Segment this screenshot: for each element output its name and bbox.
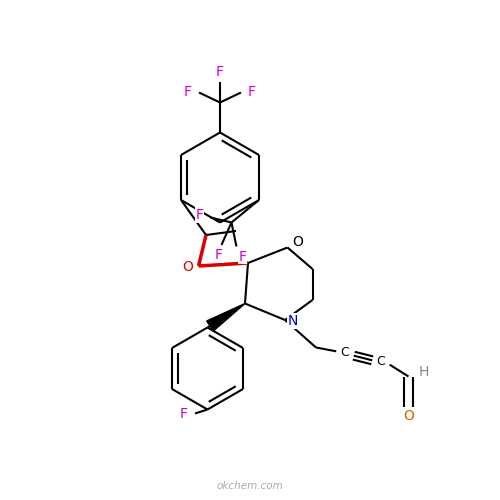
Text: F: F [180,406,188,420]
Text: C: C [376,355,386,368]
Text: F: F [196,208,203,222]
Text: O: O [292,234,303,248]
Text: F: F [238,250,246,264]
Text: F: F [216,64,224,78]
Text: F: F [184,86,192,100]
Text: F: F [215,248,223,262]
Text: N: N [288,314,298,328]
Text: O: O [403,410,414,424]
Text: F: F [248,86,256,100]
Text: O: O [182,260,193,274]
Polygon shape [207,304,245,331]
Text: okchem.com: okchem.com [216,481,284,491]
Text: C: C [340,346,349,359]
Text: H: H [418,364,428,378]
